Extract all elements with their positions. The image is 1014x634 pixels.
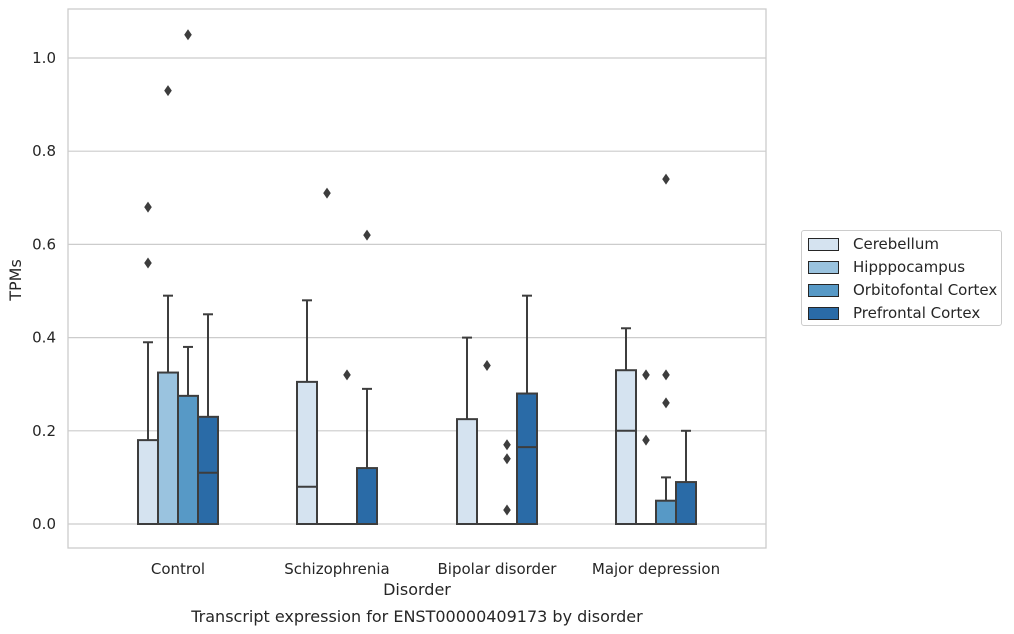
legend-swatch-hippocampus: [808, 260, 839, 274]
x-tick-label: Control: [151, 560, 205, 578]
legend-swatch-prefrontal: [808, 306, 839, 320]
box: [157, 371, 179, 525]
x-tick-labels: Control Schizophrenia Bipolar disorder Majo…: [151, 560, 720, 578]
outlier-point: [164, 85, 172, 97]
legend-item-hippocampus: Hipppocampus: [808, 256, 965, 278]
box: [615, 369, 637, 525]
legend-item-prefrontal: Prefrontal Cortex: [808, 302, 980, 324]
legend-label: Hipppocampus: [853, 258, 966, 276]
chart-caption: Transcript expression for ENST0000040917…: [190, 607, 643, 626]
box: [675, 481, 697, 525]
y-axis-label: TPMs: [6, 259, 25, 302]
legend-label: Orbitofontal Cortex: [853, 281, 998, 299]
outlier-point: [642, 369, 650, 381]
plot-frame: [67, 8, 767, 549]
legend: Cerebellum Hipppocampus Orbitofontal Cor…: [801, 230, 1002, 326]
outlier-point: [144, 257, 152, 269]
box: [356, 467, 378, 525]
y-tick-label: 0.4: [32, 329, 56, 347]
outlier-point: [323, 187, 331, 199]
y-tick-label: 0.8: [32, 142, 56, 160]
box-plot-marks: [137, 29, 697, 526]
y-tick-label: 0.0: [32, 515, 56, 533]
x-tick-label: Bipolar disorder: [438, 560, 558, 578]
box: [456, 418, 478, 525]
y-tick-label: 1.0: [32, 49, 56, 67]
outlier-point: [503, 453, 511, 465]
outlier-point: [662, 173, 670, 185]
box: [177, 394, 199, 525]
outlier-point: [503, 439, 511, 451]
x-axis-label: Disorder: [383, 580, 451, 599]
y-tick-label: 0.2: [32, 422, 56, 440]
outlier-point: [343, 369, 351, 381]
legend-swatch-orbitofrontal: [808, 283, 839, 297]
x-tick-label: Schizophrenia: [284, 560, 389, 578]
box: [655, 499, 677, 526]
y-tick-label: 0.6: [32, 235, 56, 253]
outlier-point: [642, 434, 650, 446]
legend-item-cerebellum: Cerebellum: [808, 233, 939, 255]
box: [516, 392, 538, 525]
box: [197, 415, 219, 526]
outlier-point: [144, 201, 152, 213]
x-tick-label: Major depression: [592, 560, 720, 578]
outlier-point: [184, 29, 192, 41]
outlier-point: [662, 369, 670, 381]
outlier-point: [363, 229, 371, 241]
box: [296, 380, 318, 525]
legend-label: Cerebellum: [853, 235, 939, 253]
outlier-point: [503, 504, 511, 516]
outlier-point: [662, 397, 670, 409]
legend-swatch-cerebellum: [808, 237, 839, 251]
y-tick-labels: 0.0 0.2 0.4 0.6 0.8 1.0: [32, 49, 56, 533]
legend-item-orbitofrontal: Orbitofontal Cortex: [808, 279, 997, 301]
box: [137, 439, 159, 525]
legend-label: Prefrontal Cortex: [853, 304, 981, 322]
outlier-point: [483, 360, 491, 372]
